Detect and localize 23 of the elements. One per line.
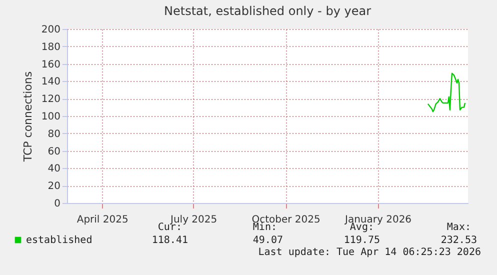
y-tick-label: 200 xyxy=(41,24,60,36)
y-tick-label: 20 xyxy=(48,181,60,192)
text: Min: xyxy=(252,222,277,233)
y-tick-label: 180 xyxy=(41,42,60,53)
y-tick-label: 160 xyxy=(41,59,60,70)
y-tick-label: 40 xyxy=(48,164,60,175)
text: 118.41 xyxy=(152,235,188,246)
y-tick-label: 120 xyxy=(41,94,60,106)
text: 49.07 xyxy=(252,235,283,246)
line-series xyxy=(427,72,466,112)
y-tick-label: 80 xyxy=(48,128,60,140)
x-tick-label: April 2025 xyxy=(76,214,128,226)
legend-label: established xyxy=(26,235,92,246)
text: 232.53 xyxy=(440,235,477,246)
y-axis-title: TCP connections xyxy=(21,71,34,163)
text: 119.75 xyxy=(344,235,380,246)
text: Max: xyxy=(446,222,471,233)
y-tick-label: 140 xyxy=(41,76,60,88)
chart-title: Netstat, established only - by year xyxy=(164,4,372,18)
y-tick-label: 100 xyxy=(41,112,60,122)
text: Last update: Tue Apr 14 06:25:23 2026 xyxy=(258,247,481,258)
y-tick-label: 0 xyxy=(54,198,60,210)
y-tick-label: 60 xyxy=(48,146,60,158)
